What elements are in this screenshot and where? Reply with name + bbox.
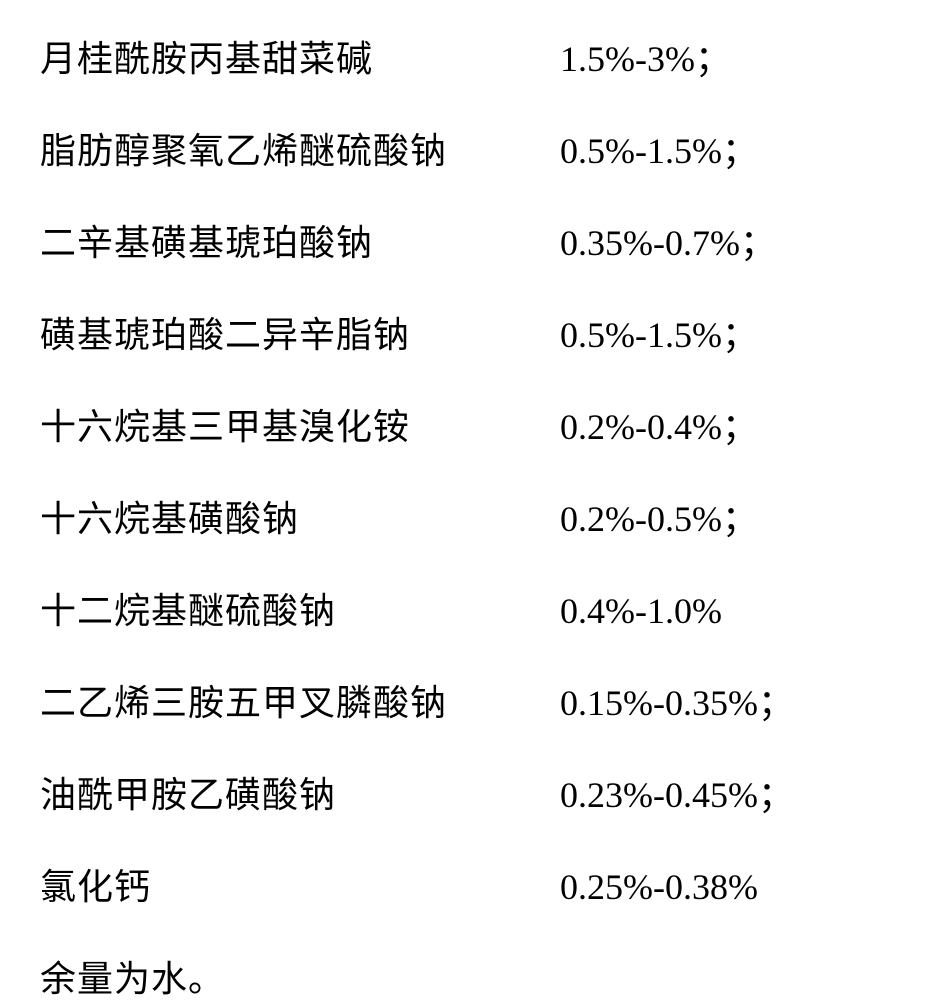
composition-table: 月桂酰胺丙基甜菜碱 1.5%-3%； 脂肪醇聚氧乙烯醚硫酸钠 0.5%-1.5%…: [40, 30, 910, 1002]
compound-name: 二乙烯三胺五甲叉膦酸钠: [40, 674, 560, 726]
percentage-value: 0.25%-0.38%: [560, 866, 758, 908]
compound-name: 油酰甲胺乙磺酸钠: [40, 766, 560, 818]
table-row: 十六烷基三甲基溴化铵 0.2%-0.4%；: [40, 398, 910, 450]
table-row: 十六烷基磺酸钠 0.2%-0.5%；: [40, 490, 910, 542]
percentage-value: 0.15%-0.35%；: [560, 674, 794, 726]
percentage-value: 0.2%-0.5%；: [560, 490, 758, 542]
percentage-value: 0.4%-1.0%: [560, 590, 722, 632]
table-row: 二辛基磺基琥珀酸钠 0.35%-0.7%；: [40, 214, 910, 266]
compound-name: 二辛基磺基琥珀酸钠: [40, 214, 560, 266]
compound-name: 氯化钙: [40, 858, 560, 910]
table-row: 氯化钙 0.25%-0.38%: [40, 858, 910, 910]
compound-name: 脂肪醇聚氧乙烯醚硫酸钠: [40, 122, 560, 174]
table-row: 月桂酰胺丙基甜菜碱 1.5%-3%；: [40, 30, 910, 82]
percentage-value: 0.35%-0.7%；: [560, 214, 776, 266]
compound-name: 磺基琥珀酸二异辛脂钠: [40, 306, 560, 358]
percentage-value: 0.23%-0.45%；: [560, 766, 794, 818]
table-row: 油酰甲胺乙磺酸钠 0.23%-0.45%；: [40, 766, 910, 818]
table-row: 十二烷基醚硫酸钠 0.4%-1.0%: [40, 582, 910, 634]
compound-name: 十二烷基醚硫酸钠: [40, 582, 560, 634]
table-row: 二乙烯三胺五甲叉膦酸钠 0.15%-0.35%；: [40, 674, 910, 726]
percentage-value: 1.5%-3%；: [560, 30, 731, 82]
table-row: 磺基琥珀酸二异辛脂钠 0.5%-1.5%；: [40, 306, 910, 358]
compound-name: 月桂酰胺丙基甜菜碱: [40, 30, 560, 82]
compound-name: 十六烷基三甲基溴化铵: [40, 398, 560, 450]
compound-name: 十六烷基磺酸钠: [40, 490, 560, 542]
percentage-value: 0.5%-1.5%；: [560, 122, 758, 174]
table-row: 脂肪醇聚氧乙烯醚硫酸钠 0.5%-1.5%；: [40, 122, 910, 174]
percentage-value: 0.2%-0.4%；: [560, 398, 758, 450]
footer-text: 余量为水。: [40, 950, 910, 1002]
percentage-value: 0.5%-1.5%；: [560, 306, 758, 358]
